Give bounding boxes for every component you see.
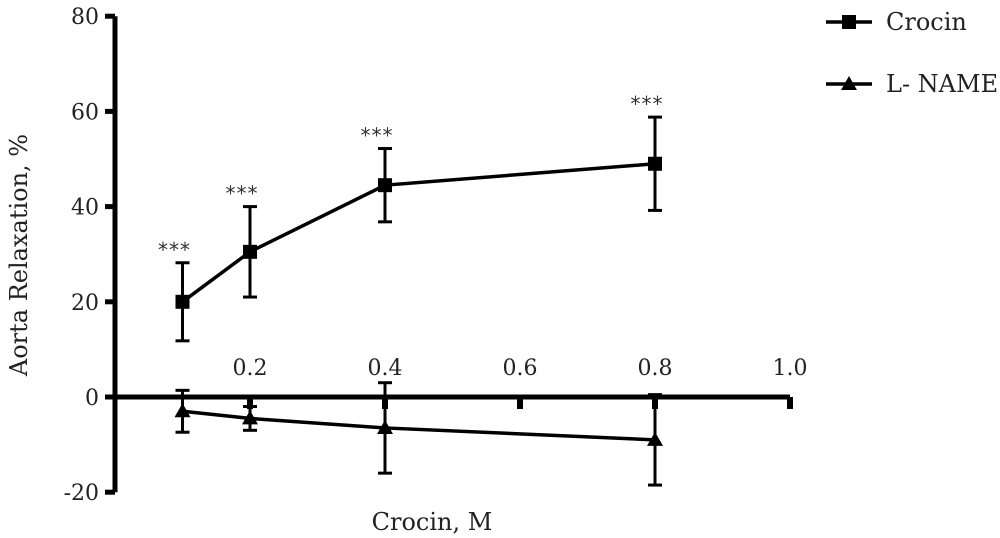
x-axis-title: Crocin, M (372, 508, 493, 536)
y-axis-title: Aorta Relaxation, % (5, 134, 33, 377)
triangle-marker (174, 403, 191, 418)
square-marker (842, 15, 856, 29)
series-line (181, 162, 656, 304)
triangle-marker (242, 410, 258, 425)
y-tick-label: 20 (71, 291, 99, 316)
triangle-marker (647, 431, 663, 446)
legend-item: L- NAME (826, 70, 998, 98)
square-marker (175, 294, 190, 309)
legend-item: Crocin (826, 8, 967, 36)
square-marker (648, 156, 662, 171)
significance-label: *** (361, 124, 394, 148)
y-tick-label: 60 (71, 100, 99, 125)
series-triangle (174, 381, 663, 487)
legend-label: L- NAME (886, 70, 998, 98)
x-tick-label: 0.2 (233, 356, 268, 381)
square-marker (378, 178, 392, 193)
y-tick-label: 0 (85, 386, 99, 411)
triangle-marker (841, 76, 857, 90)
significance-label: *** (631, 92, 664, 116)
y-tick-label: 80 (71, 5, 99, 30)
x-tick-label: 0.6 (503, 356, 538, 381)
significance-label: *** (226, 182, 259, 206)
square-marker (243, 244, 257, 259)
series-line (182, 409, 656, 442)
x-tick-label: 1.0 (773, 356, 808, 381)
series-square: *** *** *** *** (158, 92, 664, 343)
y-tick-label: -20 (64, 481, 99, 506)
y-tick-label: 40 (71, 196, 99, 221)
triangle-marker (377, 419, 393, 434)
legend-label: Crocin (886, 8, 967, 36)
x-tick-label: 0.8 (638, 356, 673, 381)
x-tick-label: 0.4 (368, 356, 403, 381)
significance-label: *** (158, 238, 191, 262)
